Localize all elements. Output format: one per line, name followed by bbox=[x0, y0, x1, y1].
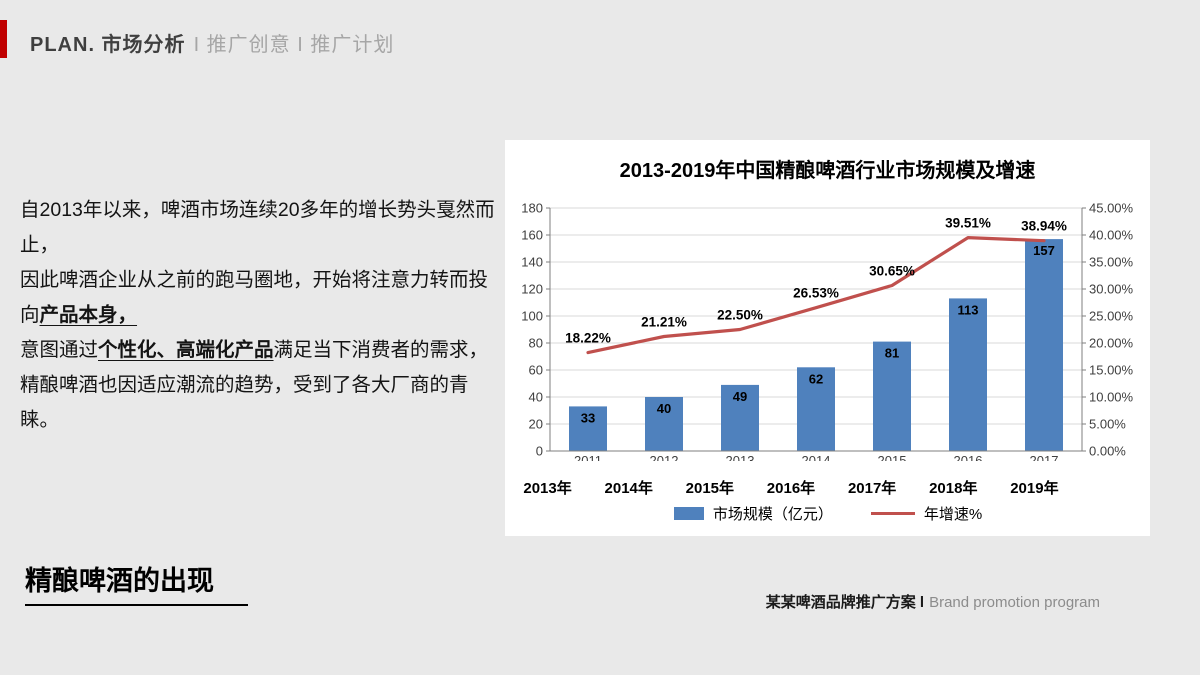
body-emphasis-text: 产品本身， bbox=[39, 304, 138, 326]
line-value-label: 21.21% bbox=[641, 315, 687, 330]
bar-value-label: 49 bbox=[733, 389, 747, 404]
body-plain-text: 意图通过 bbox=[20, 339, 99, 361]
line-series-swatch bbox=[870, 512, 915, 515]
right-axis-tick-label: 40.00% bbox=[1089, 228, 1134, 243]
inner-x-axis-label: 2016 bbox=[954, 453, 983, 461]
left-axis-tick-label: 160 bbox=[521, 228, 543, 243]
growth-line bbox=[586, 235, 1046, 355]
chart-panel: 2013-2019年中国精酿啤酒行业市场规模及增速 0 20 40 60 80 100 12… bbox=[505, 140, 1150, 536]
line-value-label: 38.94% bbox=[1021, 219, 1067, 234]
body-text: 自2013年以来，啤酒市场连续20多年的增长势头戛然而止， 因此啤酒企业从之前的跑… bbox=[20, 193, 502, 438]
header-subtitle: I 推广创意 I 推广计划 bbox=[193, 34, 395, 56]
inner-x-axis-label: 2014 bbox=[802, 453, 831, 461]
right-axis-tick-label: 20.00% bbox=[1089, 336, 1134, 351]
bar bbox=[873, 341, 911, 451]
line-value-label: 39.51% bbox=[945, 216, 991, 231]
chart-legend: 市场规模（亿元） 年增速% bbox=[550, 503, 1106, 524]
bar-value-label: 113 bbox=[958, 302, 979, 317]
year-label: 2017年 bbox=[847, 480, 897, 497]
left-axis-tick-label: 100 bbox=[521, 309, 543, 324]
bar bbox=[797, 367, 835, 451]
inner-x-axis-label: 2011 bbox=[574, 453, 602, 461]
year-axis-row: 2013年 2014年 2015年 2016年 2017年 2018年 2019年 bbox=[507, 477, 1075, 498]
left-axis-tick-label: 60 bbox=[529, 363, 543, 378]
right-axis-tick-label: 35.00% bbox=[1089, 255, 1134, 270]
body-emphasis-text: 个性化、高端化产品 bbox=[98, 339, 274, 361]
left-axis-tick-label: 40 bbox=[529, 390, 543, 405]
right-axis-tick-label: 25.00% bbox=[1089, 309, 1134, 324]
right-axis-tick-label: 15.00% bbox=[1089, 363, 1134, 378]
line-value-label: 22.50% bbox=[717, 308, 763, 323]
year-label: 2016年 bbox=[766, 480, 816, 497]
body-plain-text: 满足当下消费者的需求， bbox=[273, 339, 489, 361]
year-label: 2019年 bbox=[1010, 480, 1059, 497]
body-paragraph: 因此啤酒企业从之前的跑马圈地，开始将注意力转而投向产品本身， bbox=[20, 263, 502, 333]
header-accent-bar bbox=[0, 20, 7, 58]
credit-light: Brand promotion program bbox=[929, 594, 1100, 611]
year-label: 2014年 bbox=[604, 480, 653, 497]
inner-x-axis-label: 2012 bbox=[650, 453, 679, 461]
line-value-label: 26.53% bbox=[793, 286, 839, 301]
credit-line: 某某啤酒品牌推广方案 l Brand promotion program bbox=[766, 591, 1100, 612]
legend-item-bars: 市场规模（亿元） bbox=[673, 503, 833, 524]
left-axis-tick-label: 180 bbox=[521, 201, 543, 216]
right-axis-tick-label: 0.00% bbox=[1089, 444, 1126, 459]
credit-strong: 某某啤酒品牌推广方案 l bbox=[765, 594, 925, 611]
body-plain-text: 因此啤酒企业从之前的跑马圈地，开始将注意力转而投向 bbox=[20, 269, 489, 326]
line-value-label: 18.22% bbox=[565, 331, 611, 346]
chart-canvas: 0 20 40 60 80 100 120 140 160 180 0.00% 5.00% 10.00%… bbox=[521, 201, 1134, 462]
year-label: 2018年 bbox=[929, 480, 978, 497]
bar bbox=[949, 298, 987, 451]
bar bbox=[721, 384, 759, 451]
body-paragraph: 精酿啤酒也因适应潮流的趋势，受到了各大厂商的青睐。 bbox=[20, 368, 502, 438]
body-plain-text: 自2013年以来，啤酒市场连续20多年的增长势头戛然而止， bbox=[20, 199, 495, 256]
line-value-label: 30.65% bbox=[869, 264, 915, 279]
slide-header: PLAN. 市场分析 I 推广创意 I 推广计划 bbox=[30, 28, 394, 57]
inner-x-axis-label: 2015 bbox=[878, 453, 907, 461]
bar bbox=[645, 397, 683, 451]
bar-series-swatch bbox=[673, 507, 704, 520]
left-axis-tick-label: 80 bbox=[529, 336, 543, 351]
bar-value-label: 62 bbox=[809, 371, 823, 386]
body-paragraph: 意图通过个性化、高端化产品满足当下消费者的需求， bbox=[20, 333, 502, 368]
legend-bar-label: 市场规模（亿元） bbox=[712, 506, 833, 523]
bar-value-label: 157 bbox=[1033, 243, 1055, 258]
bar-value-label: 40 bbox=[657, 401, 671, 416]
left-axis-tick-label: 20 bbox=[529, 417, 543, 432]
chart-title: 2013-2019年中国精酿啤酒行业市场规模及增速 bbox=[619, 160, 1036, 182]
body-paragraph: 自2013年以来，啤酒市场连续20多年的增长势头戛然而止， bbox=[20, 193, 502, 263]
inner-x-axis-label: 2017 bbox=[1030, 453, 1059, 461]
left-axis-tick-label: 120 bbox=[521, 282, 543, 297]
header-title: PLAN. 市场分析 bbox=[30, 34, 186, 56]
legend-line-label: 年增速% bbox=[923, 506, 983, 523]
year-label: 2015年 bbox=[685, 480, 735, 497]
year-label: 2013年 bbox=[523, 480, 572, 497]
inner-x-axis-label: 2013 bbox=[726, 453, 755, 461]
legend-item-line: 年增速% bbox=[870, 503, 983, 524]
right-axis-tick-label: 45.00% bbox=[1089, 201, 1134, 216]
body-plain-text: 精酿啤酒也因适应潮流的趋势，受到了各大厂商的青睐。 bbox=[20, 374, 469, 431]
section-title: 精酿啤酒的出现 bbox=[25, 559, 248, 606]
bar-value-label: 81 bbox=[885, 346, 899, 361]
bar bbox=[1025, 239, 1063, 451]
left-axis-tick-label: 140 bbox=[521, 255, 543, 270]
bar-value-label: 33 bbox=[581, 410, 595, 425]
right-axis-tick-label: 5.00% bbox=[1089, 417, 1126, 432]
right-axis-tick-label: 30.00% bbox=[1089, 282, 1134, 297]
bar bbox=[569, 406, 607, 451]
left-axis-tick-label: 0 bbox=[536, 444, 543, 459]
right-axis-tick-label: 10.00% bbox=[1089, 390, 1134, 405]
